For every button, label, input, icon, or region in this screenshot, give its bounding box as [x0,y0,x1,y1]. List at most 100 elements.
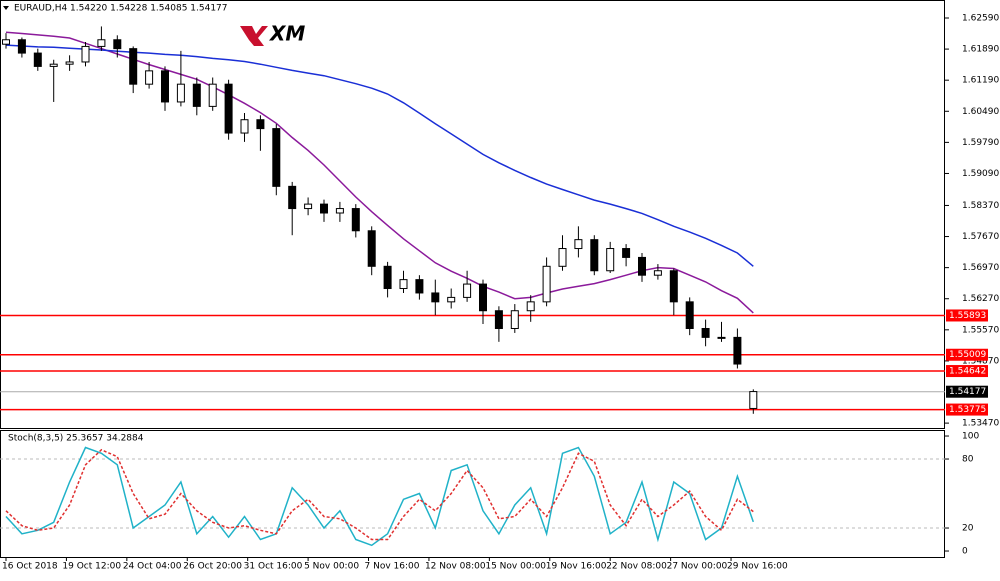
candle-body [65,61,74,65]
y-tick-label: 0 [962,547,968,557]
y-tick-label: 1.56270 [962,294,999,304]
level-label: 1.55009 [949,350,986,360]
x-tick-label: 31 Oct 16:00 [244,562,303,572]
stoch-frame [0,430,945,558]
candle-body [192,83,201,107]
x-tick-label: 7 Nov 16:00 [365,562,420,572]
candle-body [590,239,599,272]
candle-body [399,279,408,290]
level-label-box [946,309,988,322]
y-tick-label: 100 [962,432,979,442]
candle-body [97,39,106,47]
candle-body [669,270,678,303]
candle-body [749,391,758,409]
series-line [5,446,755,547]
level-label-box [946,403,988,416]
candle-body [113,39,122,50]
level-label: 1.53775 [949,405,986,415]
x-tick-label: 12 Nov 08:00 [425,562,486,572]
x-tick-label: 24 Oct 04:00 [123,562,182,572]
candle-body [240,119,249,134]
candle-body [320,203,328,214]
candle-body [526,301,535,312]
candle-body [685,301,694,329]
x-tick-label: 15 Nov 00:00 [485,562,546,572]
candle-body [717,336,726,339]
candle-body [367,230,376,267]
series-line [5,448,754,541]
x-tick-label: 16 Oct 2018 [2,562,58,572]
candle-body [733,336,742,365]
level-label: 1.55893 [949,311,986,321]
y-tick-label: 1.59790 [962,138,999,148]
candle-body [304,203,313,210]
menu-arrow [3,6,9,10]
candle-body [638,256,646,276]
chart-title: EURAUD,H4 1.54220 1.54228 1.54085 1.5417… [14,4,228,14]
candle-body [256,119,265,130]
candle-body [49,63,58,67]
current-price-box [946,385,988,398]
logo-icon [240,26,268,46]
stoch-title: Stoch(8,3,5) 25.3657 34.2884 [8,434,144,444]
current-price-label: 1.54177 [949,387,986,397]
y-tick-label: 1.60490 [962,107,999,117]
y-tick-label: 1.57670 [962,232,999,242]
candle-body [288,185,297,210]
candle-body [224,83,233,134]
candle-body [81,45,90,63]
candle-body [701,327,710,338]
candle-body [272,128,281,187]
candle-body [431,292,440,303]
candle-body [447,296,456,303]
candle-body [351,208,360,232]
x-tick-label: 26 Oct 20:00 [183,562,242,572]
candle-body [542,265,551,303]
candle-body [335,208,344,214]
x-tick-label: 19 Nov 16:00 [546,562,607,572]
candle-body [463,283,472,298]
y-tick-label: 1.61190 [962,76,999,86]
candle-body [176,83,185,103]
x-tick-label: 29 Nov 16:00 [727,562,788,572]
candle-body [17,39,26,54]
main-frame [0,0,945,429]
y-tick-label: 1.55570 [962,325,999,335]
y-tick-label: 80 [962,455,974,465]
candle-body [653,270,662,276]
candle-body [479,283,487,312]
candle-body [494,310,503,329]
candle-body [33,52,42,67]
x-tick-label: 22 Nov 08:00 [606,562,667,572]
x-tick-label: 5 Nov 00:00 [304,562,359,572]
candle-body [574,239,583,250]
y-tick-label: 20 [962,524,974,534]
level-label-box [946,348,988,361]
y-tick-label: 1.61890 [962,45,999,55]
candle-body [510,310,519,329]
y-tick-label: 1.59090 [962,169,999,179]
logo: XM [240,22,305,46]
y-tick-label: 1.54870 [962,356,999,366]
candle-body [145,70,154,85]
candle-body [622,248,631,258]
y-tick-label: 1.58370 [962,201,999,211]
candle-body [208,83,217,107]
candle-body [606,248,615,272]
candle-body [383,265,392,290]
y-tick-label: 1.56970 [962,263,999,273]
logo-text: XM [268,22,305,46]
candle-body [129,48,138,85]
level-label: 1.54642 [949,367,986,377]
candle-body [2,39,10,45]
x-tick-label: 27 Nov 00:00 [667,562,728,572]
x-tick-label: 19 Oct 12:00 [62,562,121,572]
y-tick-label: 1.53470 [962,419,999,429]
level-label-box [946,365,988,378]
candle-body [415,279,424,294]
candle-body [161,70,169,103]
candle-body [558,248,567,267]
y-tick-label: 1.62590 [962,13,999,23]
